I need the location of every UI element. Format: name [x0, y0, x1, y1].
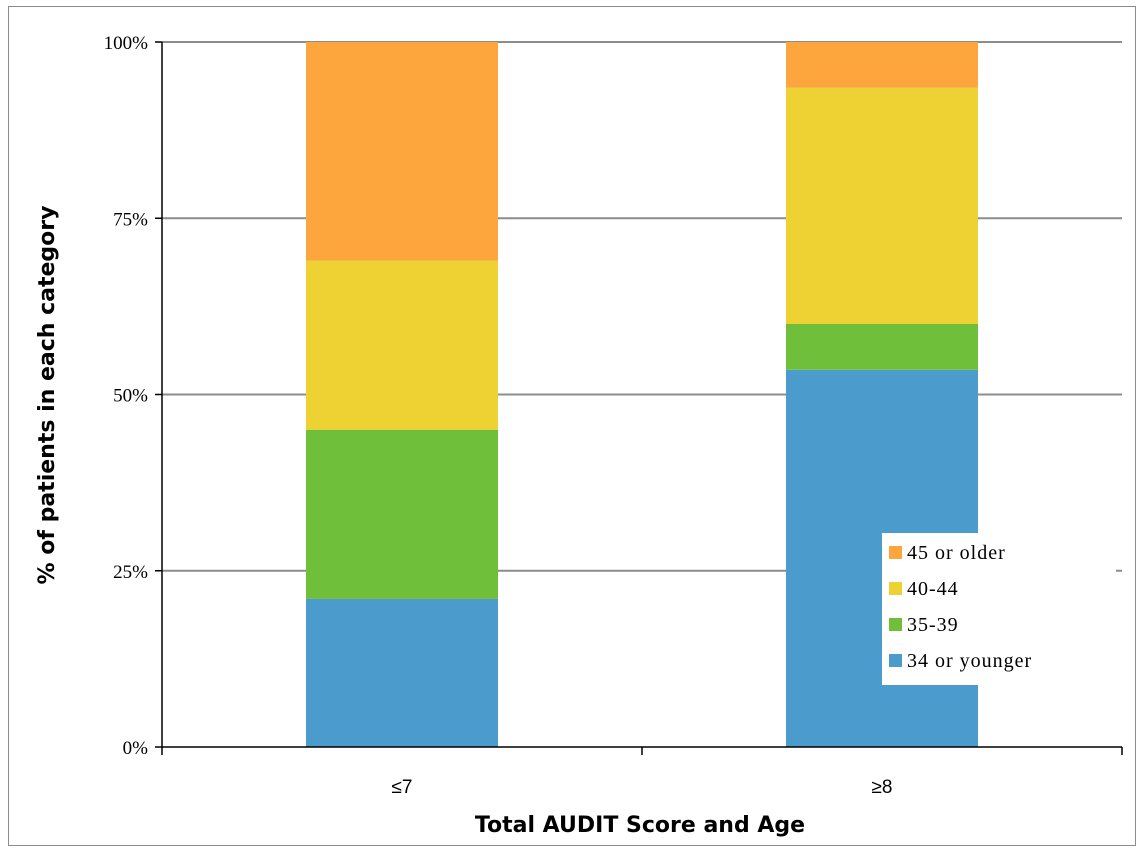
y-tick-label-3: 50% [113, 386, 148, 407]
bar-segment-1-4 [306, 42, 498, 261]
x-tick-label-1: ≤7 [392, 777, 413, 798]
x-tick-label-2: ≥8 [872, 777, 893, 798]
legend-label-4: 34 or younger [907, 650, 1032, 672]
legend-swatch-4 [889, 654, 902, 667]
legend: 45 or older 40-44 35-39 34 or younger [882, 533, 1116, 685]
bar-segment-1-2 [306, 429, 498, 599]
y-axis-title: % of patients in each category [35, 206, 60, 585]
x-axis-title: Total AUDIT Score and Age [475, 813, 805, 838]
legend-swatch-3 [889, 618, 902, 631]
legend-swatch-1 [889, 546, 902, 559]
y-tick-label-5: 100% [104, 33, 149, 54]
x-tick-labels: ≤7 ≥8 [392, 777, 893, 798]
y-tick-label-1: 0% [123, 738, 149, 759]
y-tick-label-2: 25% [113, 562, 148, 583]
legend-label-1: 45 or older [907, 542, 1006, 564]
y-tick-label-4: 75% [113, 209, 148, 230]
axes [155, 41, 1123, 755]
bar-segment-2-4 [786, 42, 978, 88]
bar-segment-2-3 [786, 87, 978, 324]
bar-segment-2-2 [786, 324, 978, 370]
legend-label-3: 35-39 [907, 614, 959, 636]
legend-label-2: 40-44 [907, 578, 959, 600]
legend-swatch-2 [889, 582, 902, 595]
bar-segment-1-3 [306, 260, 498, 430]
legend-box [882, 533, 1116, 685]
y-tick-labels: 0% 25% 50% 75% 100% [104, 33, 149, 759]
bar-segment-1-1 [306, 598, 498, 747]
